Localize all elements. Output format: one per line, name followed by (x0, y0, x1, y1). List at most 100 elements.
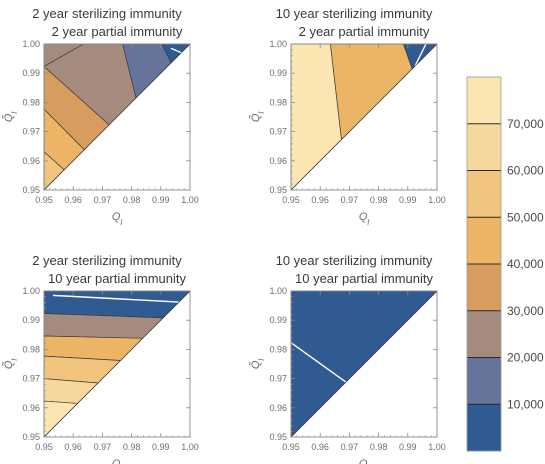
colorbar-swatch (467, 77, 501, 125)
y-axis-label-main: Q̃ (2, 113, 15, 122)
x-axis-label: Ql (359, 211, 370, 227)
colorbar-swatch (467, 310, 501, 358)
x-axis-label-sub: l (367, 218, 369, 227)
colorbar-tick-label: 40,000 (507, 257, 544, 271)
colorbar-swatch (467, 404, 501, 452)
panel-2: 10 year sterilizing immunity 2 year parti… (249, 6, 446, 227)
domain-diagonal (290, 43, 438, 191)
panel-3: 2 year sterilizing immunity 10 year parti… (2, 253, 199, 464)
x-tick-label: 0.99 (399, 442, 417, 452)
y-tick-label: 0.98 (269, 344, 287, 354)
x-tick-label: 0.98 (370, 442, 388, 452)
x-tick-label: 0.97 (341, 442, 359, 452)
y-tick-label: 0.96 (269, 156, 287, 166)
x-tick-label: 0.95 (35, 442, 53, 452)
x-tick-label: 1.00 (181, 195, 199, 205)
contour-band (43, 313, 164, 339)
x-axis-label: Ql (112, 211, 123, 227)
x-axis-label-main: Q (112, 211, 121, 223)
y-axis-label-main: Q̃ (249, 113, 262, 122)
y-tick-label: 0.95 (269, 185, 287, 195)
panel-subtitle: 2 year partial immunity (299, 24, 430, 39)
colorbar-tick-label: 70,000 (507, 117, 544, 131)
y-tick-label: 0.98 (22, 97, 40, 107)
y-axis-label: Q̃l (2, 359, 19, 370)
y-tick-label: 0.98 (269, 97, 287, 107)
colorbar-swatch (467, 217, 501, 265)
colorbar-swatch (467, 170, 501, 218)
colorbar-swatch (467, 264, 501, 312)
colorbar: 10,000 20,000 30,000 40,000 50,000 60,000 70,0… (466, 76, 544, 452)
plot-frame (290, 43, 438, 191)
panel-title: 2 year sterilizing immunity (32, 253, 182, 268)
y-tick-label: 0.97 (269, 127, 287, 137)
y-tick-label: 0.96 (22, 403, 40, 413)
colorbar-swatch (467, 123, 501, 171)
y-tick-label: 0.96 (22, 156, 40, 166)
domain-diagonal (43, 43, 191, 191)
x-tick-label: 0.98 (123, 195, 141, 205)
x-tick-label: 0.98 (123, 442, 141, 452)
y-axis-label-sub: l (10, 359, 19, 361)
y-tick-label: 0.98 (22, 344, 40, 354)
x-tick-label: 0.98 (370, 195, 388, 205)
y-tick-label: 0.99 (269, 68, 287, 78)
plot-frame (43, 290, 191, 438)
x-tick-label: 0.99 (152, 442, 170, 452)
colorbar-swatch (467, 357, 501, 405)
x-tick-label: 0.96 (311, 195, 329, 205)
y-tick-label: 1.00 (269, 39, 287, 49)
colorbar-tick-label: 50,000 (507, 210, 544, 224)
y-tick-label: 0.97 (22, 374, 40, 384)
colorbar-tick-label: 10,000 (507, 397, 544, 411)
x-tick-label: 0.95 (282, 442, 300, 452)
y-axis-label: Q̃l (2, 112, 19, 123)
white-contour-line (170, 47, 191, 57)
panels: 2 year sterilizing immunity 2 year partia… (2, 6, 446, 464)
x-axis-label-main: Q (359, 458, 368, 464)
y-axis-label-sub: l (10, 112, 19, 114)
panel-1: 2 year sterilizing immunity 2 year partia… (2, 6, 199, 227)
x-tick-label: 0.97 (94, 195, 112, 205)
x-tick-label: 0.99 (399, 195, 417, 205)
y-axis-label: Q̃l (249, 112, 266, 123)
white-contour-line (53, 294, 179, 303)
domain-diagonal (43, 290, 191, 438)
y-axis-label-sub: l (257, 359, 266, 361)
x-tick-label: 0.95 (35, 195, 53, 205)
y-tick-label: 0.95 (22, 432, 40, 442)
y-axis-label-main: Q̃ (249, 360, 262, 369)
x-axis-label: Ql (112, 458, 123, 464)
y-tick-label: 1.00 (22, 39, 40, 49)
x-axis-label-sub: l (120, 218, 122, 227)
panel-subtitle: 10 year partial immunity (295, 271, 433, 286)
y-tick-label: 0.96 (269, 403, 287, 413)
panel-subtitle: 10 year partial immunity (48, 271, 186, 286)
x-tick-label: 1.00 (428, 195, 446, 205)
colorbar-tick-label: 30,000 (507, 304, 544, 318)
y-tick-label: 0.99 (22, 315, 40, 325)
x-tick-label: 0.97 (341, 195, 359, 205)
x-axis-label-main: Q (112, 458, 121, 464)
panel-4: 10 year sterilizing immunity 10 year part… (249, 253, 446, 464)
colorbar-frame (466, 76, 502, 452)
panel-title: 10 year sterilizing immunity (276, 6, 433, 21)
plot-frame (290, 290, 438, 438)
x-tick-label: 0.97 (94, 442, 112, 452)
y-tick-label: 0.99 (269, 315, 287, 325)
y-tick-label: 0.97 (22, 127, 40, 137)
panel-title: 2 year sterilizing immunity (32, 6, 182, 21)
x-axis-label: Ql (359, 458, 370, 464)
y-tick-label: 0.95 (269, 432, 287, 442)
x-tick-label: 0.96 (64, 195, 82, 205)
x-tick-label: 0.95 (282, 195, 300, 205)
y-tick-label: 0.99 (22, 68, 40, 78)
x-tick-label: 0.96 (64, 442, 82, 452)
colorbar-tick-label: 60,000 (507, 164, 544, 178)
domain-diagonal (290, 290, 438, 438)
y-tick-label: 1.00 (269, 286, 287, 296)
white-contour-line (290, 342, 347, 383)
y-axis-label-sub: l (257, 112, 266, 114)
colorbar-tick-label: 20,000 (507, 351, 544, 365)
